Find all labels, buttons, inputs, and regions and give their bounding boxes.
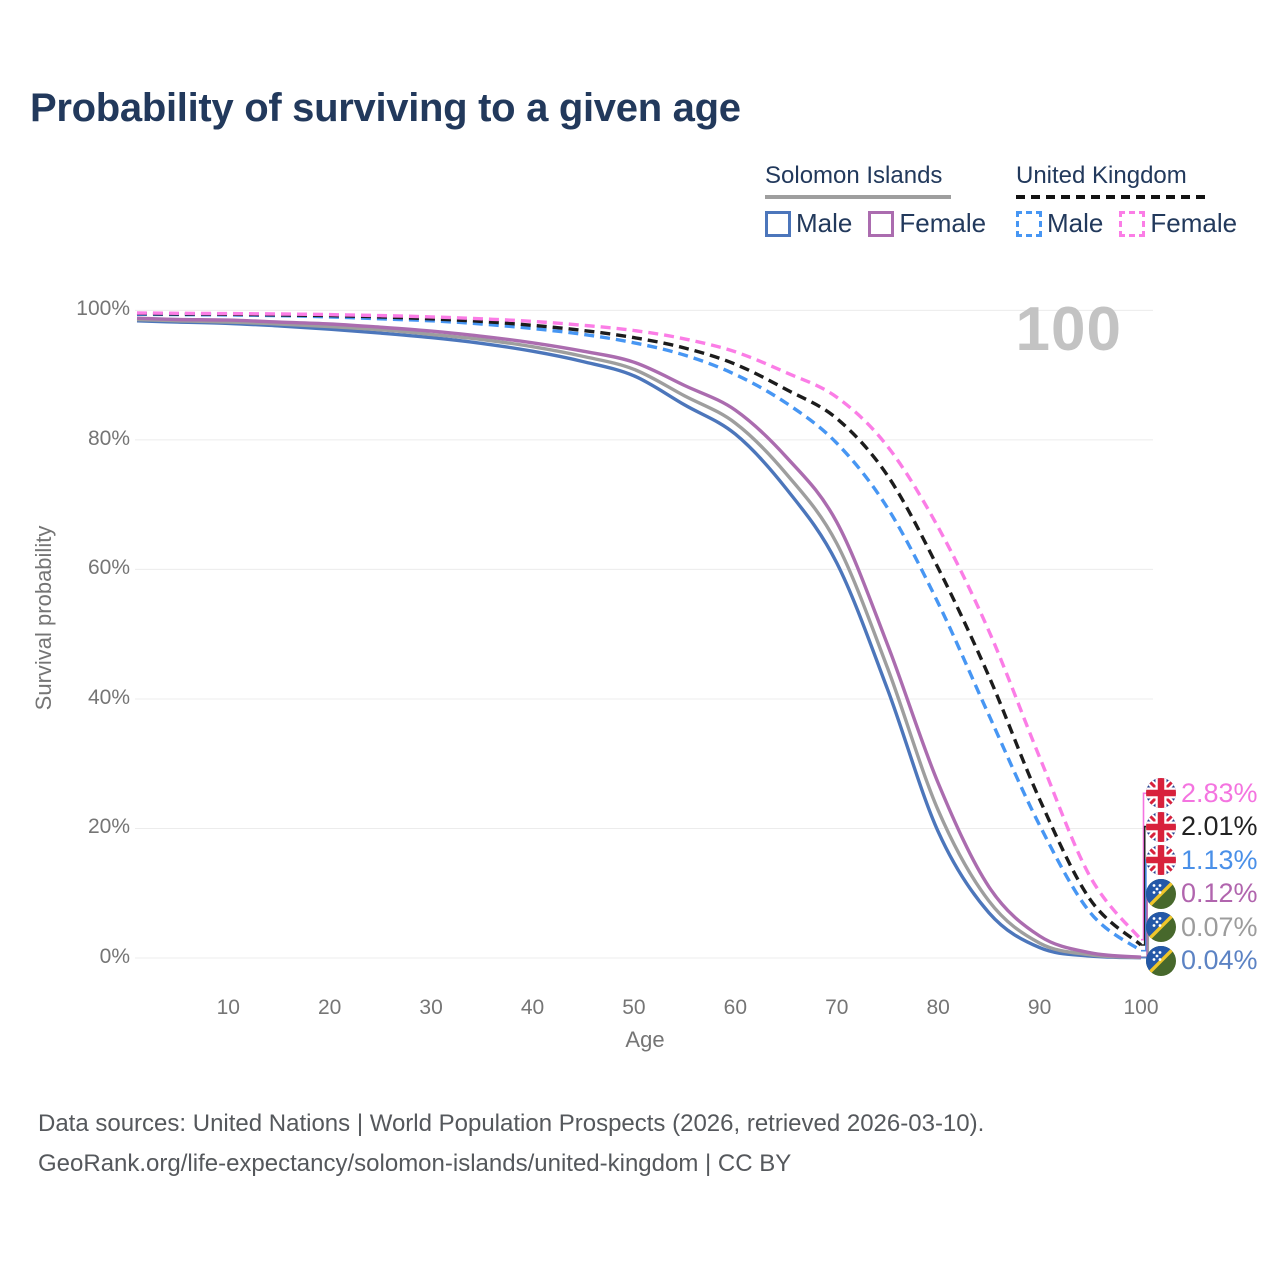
x-tick-label: 20	[317, 996, 342, 1019]
x-tick-label: 80	[926, 996, 950, 1019]
solomon-islands-flag-icon	[1146, 946, 1176, 976]
y-axis-title: Survival probability	[31, 525, 56, 711]
x-tick-label: 40	[520, 996, 545, 1019]
end-value: 2.83%	[1181, 777, 1258, 808]
data-sources-footer: Data sources: United Nations | World Pop…	[38, 1104, 984, 1184]
end-label-uk-male: 1.13%	[1146, 844, 1258, 876]
united-kingdom-flag-icon	[1146, 845, 1176, 875]
male-series-swatch-icon	[1016, 210, 1042, 237]
x-tick-label: 60	[723, 996, 747, 1019]
end-value: 0.12%	[1181, 878, 1258, 908]
legend-items: Male Female	[1016, 208, 1237, 239]
data-sources-line: Data sources: United Nations | World Pop…	[38, 1110, 985, 1137]
y-tick-label: 0%	[99, 945, 130, 968]
y-tick-label: 60%	[87, 556, 130, 580]
legend-items: Male Female	[765, 208, 986, 239]
legend-group-solomon-islands: Solomon Islands Male Female	[765, 162, 986, 239]
curve-uk_total	[136, 311, 1143, 947]
end-value: 2.01%	[1181, 811, 1258, 841]
legend-item-label: Female	[1150, 208, 1238, 238]
x-tick-label: 30	[419, 996, 443, 1019]
x-tick-label: 100	[1123, 996, 1159, 1019]
legend-group-title-united-kingdom: United Kingdom	[1016, 162, 1187, 189]
age-counter-watermark: 100	[1015, 295, 1122, 364]
dashed-line-style-rule	[1016, 195, 1208, 199]
united-kingdom-flag-icon	[1146, 778, 1176, 808]
legend-item-solomon-male[interactable]: Male	[765, 208, 852, 239]
legend-group-title-solomon-islands: Solomon Islands	[765, 162, 943, 189]
end-label-solomon-total: 0.07%	[1146, 911, 1258, 943]
united-kingdom-flag-icon	[1146, 812, 1176, 842]
y-tick-label: 80%	[87, 426, 130, 450]
female-series-swatch-icon	[868, 210, 895, 237]
legend-item-label: Female	[899, 208, 987, 238]
legend-item-solomon-female[interactable]: Female	[868, 208, 986, 239]
curve-si_total	[136, 317, 1142, 960]
end-value: 1.13%	[1181, 844, 1258, 875]
solomon-islands-flag-icon	[1146, 912, 1176, 942]
solomon-islands-flag-icon	[1146, 879, 1176, 909]
female-series-swatch-icon	[1119, 210, 1146, 237]
attribution-line: GeoRank.org/life-expectancy/solomon-isla…	[38, 1150, 792, 1177]
x-tick-label: 70	[825, 996, 849, 1019]
end-label-uk-female: 2.83%	[1146, 777, 1258, 809]
end-label-solomon-female: 0.12%	[1146, 878, 1258, 910]
y-tick-label: 20%	[87, 815, 130, 839]
curve-uk_female	[136, 311, 1143, 941]
legend-item-label: Male	[796, 208, 853, 238]
y-tick-label: 40%	[87, 685, 130, 709]
x-tick-label: 50	[622, 996, 646, 1019]
x-tick-label: 90	[1027, 996, 1052, 1019]
male-series-swatch-icon	[765, 210, 791, 237]
end-label-uk-total: 2.01%	[1146, 811, 1258, 843]
legend-item-label: Male	[1047, 208, 1104, 238]
solid-line-style-rule	[765, 195, 951, 199]
page-title: Probability of surviving to a given age	[30, 86, 741, 130]
curve-si_male	[136, 319, 1142, 960]
curve-si_female	[136, 316, 1142, 959]
legend-item-uk-male[interactable]: Male	[1016, 208, 1103, 239]
end-value: 0.04%	[1181, 945, 1258, 975]
end-label-solomon-male: 0.04%	[1146, 945, 1258, 977]
end-value: 0.07%	[1181, 911, 1258, 942]
legend-item-uk-female[interactable]: Female	[1119, 208, 1237, 239]
curve-uk_male	[136, 312, 1143, 953]
legend-group-united-kingdom: United Kingdom Male Female	[1016, 162, 1237, 239]
end-label-leader	[1141, 792, 1149, 941]
x-tick-label: 10	[216, 996, 240, 1019]
x-axis-title: Age	[625, 1027, 665, 1052]
y-tick-label: 100%	[76, 297, 130, 321]
